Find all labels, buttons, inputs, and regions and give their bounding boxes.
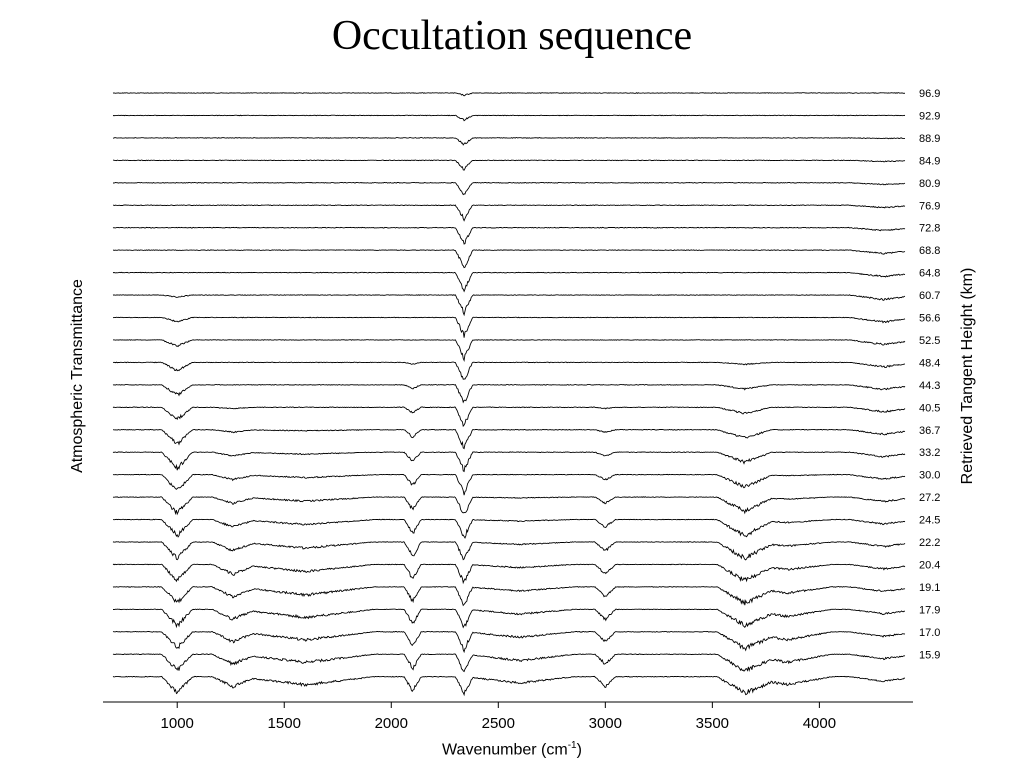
spectrum-trace (112, 226, 906, 245)
spectrum-trace (112, 114, 906, 122)
tangent-height-label: 64.8 (919, 268, 940, 280)
spectrum-trace (112, 451, 906, 473)
x-axis-label: Wavenumber (cm-1) (0, 740, 1024, 759)
spectrum-trace (112, 630, 906, 654)
spectrum-trace (112, 541, 906, 561)
tangent-height-labels: 96.9 92.9 88.9 84.9 80.9 76.9 72.8 68.8 64.8 60.7… (919, 88, 940, 661)
tangent-height-label: 30.0 (919, 470, 940, 482)
tangent-height-label: 76.9 (919, 200, 940, 212)
spectrum-trace (112, 406, 906, 428)
x-tick-label: 3500 (696, 715, 729, 732)
x-tick-label: 3000 (589, 715, 622, 732)
spectrum-trace (112, 563, 906, 585)
tangent-height-label: 60.7 (919, 290, 940, 302)
tangent-height-label: 15.9 (919, 649, 940, 661)
tangent-height-label: 33.2 (919, 447, 940, 459)
x-tick-label: 1000 (161, 715, 194, 732)
x-axis-ticks: 1000 1500 2000 2500 3000 3500 4000 (161, 702, 836, 732)
spectrum-trace (112, 586, 906, 607)
spectrum-trace (112, 316, 906, 338)
tangent-height-label: 88.9 (919, 133, 940, 145)
spectrum-trace (112, 271, 906, 293)
spectrum-trace (113, 181, 906, 196)
x-tick-label: 1500 (268, 715, 301, 732)
spectrum-trace (112, 653, 906, 673)
spectrum-trace (112, 137, 905, 146)
spectrum-trace (112, 675, 906, 697)
spectrum-trace (112, 294, 906, 317)
spectrum-trace (112, 249, 906, 269)
x-axis-label-main: Wavenumber (cm (442, 741, 568, 759)
tangent-height-label: 56.6 (919, 313, 940, 325)
tangent-height-label: 72.8 (919, 223, 940, 235)
tangent-height-label: 52.5 (919, 335, 940, 347)
tangent-height-label: 22.2 (919, 537, 940, 549)
tangent-height-label: 92.9 (919, 110, 940, 122)
spectra-traces (112, 92, 906, 697)
tangent-height-label: 19.1 (919, 582, 940, 594)
tangent-height-label: 84.9 (919, 155, 940, 167)
x-axis-label-close: ) (576, 741, 582, 759)
x-tick-label: 4000 (803, 715, 836, 732)
tangent-height-label: 80.9 (919, 178, 940, 190)
tangent-height-label: 27.2 (919, 492, 940, 504)
x-tick-label: 2000 (375, 715, 408, 732)
spectrum-trace (112, 339, 906, 362)
tangent-height-label: 17.9 (919, 604, 940, 616)
y-axis-label-right: Retrieved Tangent Height (km) (959, 267, 976, 485)
spectrum-trace (113, 608, 905, 629)
tangent-height-label: 17.0 (919, 627, 940, 639)
tangent-height-label: 20.4 (919, 559, 940, 571)
spectrum-trace (112, 428, 906, 450)
tangent-height-label: 40.5 (919, 402, 940, 414)
y-axis-label-left: Atmospheric Transmittance (69, 279, 86, 473)
tangent-height-label: 48.4 (919, 357, 940, 369)
x-axis-label-exponent: -1 (567, 740, 577, 751)
spectrum-trace (112, 92, 906, 97)
spectrum-trace (112, 159, 906, 171)
tangent-height-label: 24.5 (919, 515, 940, 527)
spectrum-trace (113, 204, 906, 222)
spectrum-trace (112, 473, 906, 496)
x-tick-label: 2500 (482, 715, 515, 732)
spectrum-trace (112, 518, 906, 539)
tangent-height-label: 36.7 (919, 425, 940, 437)
chart-title: Occultation sequence (331, 13, 693, 59)
tangent-height-label: 68.8 (919, 245, 940, 257)
spectrum-trace (112, 384, 906, 404)
spectrum-trace (112, 496, 906, 516)
tangent-height-label: 44.3 (919, 380, 940, 392)
tangent-height-label: 96.9 (919, 88, 940, 100)
spectrum-trace (112, 361, 905, 380)
